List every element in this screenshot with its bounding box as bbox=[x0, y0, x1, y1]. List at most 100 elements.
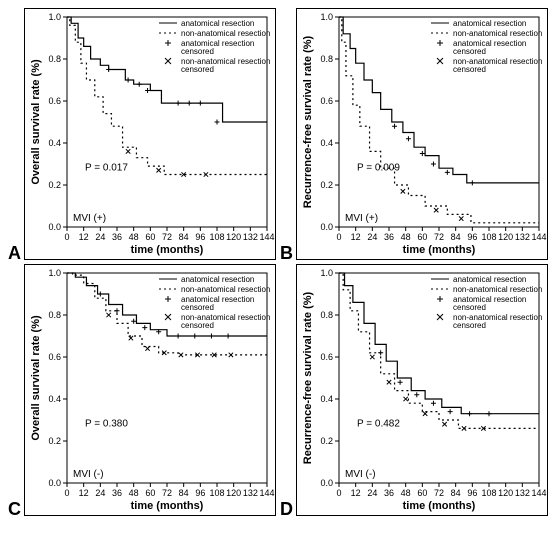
x-tick-label: 108 bbox=[209, 488, 224, 498]
x-tick-label: 144 bbox=[259, 232, 274, 242]
x-tick-label: 108 bbox=[481, 232, 496, 242]
legend-swatch-plus bbox=[165, 296, 171, 302]
censored-anatomical bbox=[378, 350, 491, 416]
mvi-text: MVI (+) bbox=[73, 213, 106, 224]
x-tick-label: 60 bbox=[145, 232, 155, 242]
x-axis-label: time (months) bbox=[403, 244, 476, 256]
x-tick-label: 12 bbox=[79, 488, 89, 498]
y-tick-label: 0.6 bbox=[320, 352, 333, 362]
x-axis-label: time (months) bbox=[131, 500, 204, 512]
legend-swatch-x bbox=[437, 58, 443, 64]
legend-label: anatomical resection bbox=[453, 19, 526, 28]
x-tick-label: 24 bbox=[367, 232, 377, 242]
y-axis-label: Recurrence-free survival rate (%) bbox=[302, 291, 314, 464]
y-tick-label: 0.2 bbox=[320, 180, 333, 190]
panel-label-d: D bbox=[280, 499, 293, 520]
x-tick-label: 96 bbox=[195, 488, 205, 498]
legend-label: censored bbox=[453, 321, 486, 330]
legend-swatch-plus bbox=[437, 296, 443, 302]
y-tick-label: 0.6 bbox=[320, 96, 333, 106]
y-tick-label: 0.0 bbox=[48, 478, 61, 488]
x-tick-label: 84 bbox=[179, 232, 189, 242]
x-tick-label: 0 bbox=[336, 488, 341, 498]
y-axis-label: Recurrence-free survival rate (%) bbox=[302, 35, 314, 208]
x-tick-label: 72 bbox=[162, 488, 172, 498]
x-tick-label: 12 bbox=[351, 232, 361, 242]
x-tick-label: 144 bbox=[259, 488, 274, 498]
y-tick-label: 1.0 bbox=[48, 12, 61, 22]
legend-label: censored bbox=[453, 303, 486, 312]
legend-label: anatomical resection bbox=[181, 275, 254, 284]
y-tick-label: 0.0 bbox=[320, 478, 333, 488]
x-tick-label: 48 bbox=[401, 232, 411, 242]
plot-area bbox=[339, 17, 539, 227]
y-tick-label: 1.0 bbox=[320, 268, 333, 278]
x-tick-label: 120 bbox=[498, 232, 513, 242]
x-tick-label: 132 bbox=[243, 232, 258, 242]
y-tick-label: 0.6 bbox=[48, 352, 61, 362]
x-tick-label: 72 bbox=[434, 488, 444, 498]
x-tick-label: 132 bbox=[243, 488, 258, 498]
x-tick-label: 84 bbox=[179, 488, 189, 498]
y-tick-label: 0.2 bbox=[48, 180, 61, 190]
x-tick-label: 72 bbox=[434, 232, 444, 242]
chart-frame-c: 012243648607284961081201321440.00.20.40.… bbox=[24, 264, 276, 516]
legend-label: censored bbox=[181, 303, 214, 312]
x-tick-label: 72 bbox=[162, 232, 172, 242]
legend-label: censored bbox=[181, 47, 214, 56]
p-value-text: P = 0.482 bbox=[357, 418, 400, 429]
p-value-text: P = 0.009 bbox=[357, 162, 400, 173]
x-tick-label: 84 bbox=[451, 232, 461, 242]
x-axis-label: time (months) bbox=[403, 500, 476, 512]
legend-label: censored bbox=[453, 47, 486, 56]
chart-frame-b: 012243648607284961081201321440.00.20.40.… bbox=[296, 8, 548, 260]
legend-label: censored bbox=[453, 65, 486, 74]
x-tick-label: 24 bbox=[367, 488, 377, 498]
censored-non-anatomical bbox=[126, 149, 208, 177]
x-tick-label: 96 bbox=[467, 488, 477, 498]
y-tick-label: 0.4 bbox=[48, 138, 61, 148]
plot-area bbox=[339, 273, 539, 483]
legend-swatch-plus bbox=[437, 40, 443, 46]
x-tick-label: 0 bbox=[64, 488, 69, 498]
x-tick-label: 60 bbox=[145, 488, 155, 498]
x-tick-label: 12 bbox=[79, 232, 89, 242]
x-tick-label: 120 bbox=[498, 488, 513, 498]
plot-area bbox=[67, 273, 267, 483]
legend-label: anatomical resection bbox=[181, 19, 254, 28]
x-tick-label: 60 bbox=[417, 232, 427, 242]
y-tick-label: 0.4 bbox=[320, 138, 333, 148]
mvi-text: MVI (-) bbox=[73, 469, 104, 480]
chart-frame-d: 012243648607284961081201321440.00.20.40.… bbox=[296, 264, 548, 516]
p-value-text: P = 0.017 bbox=[85, 162, 128, 173]
y-tick-label: 0.8 bbox=[320, 54, 333, 64]
legend-label: non-anatomical resection bbox=[181, 285, 270, 294]
x-tick-label: 36 bbox=[384, 232, 394, 242]
y-tick-label: 0.8 bbox=[48, 54, 61, 64]
x-tick-label: 132 bbox=[515, 232, 530, 242]
y-tick-label: 0.0 bbox=[320, 222, 333, 232]
x-tick-label: 48 bbox=[129, 232, 139, 242]
legend-label: censored bbox=[181, 321, 214, 330]
y-axis-label: Overall survival rate (%) bbox=[30, 315, 42, 441]
x-tick-label: 24 bbox=[95, 488, 105, 498]
y-tick-label: 1.0 bbox=[320, 12, 333, 22]
x-tick-label: 36 bbox=[384, 488, 394, 498]
x-tick-label: 48 bbox=[129, 488, 139, 498]
y-tick-label: 0.0 bbox=[48, 222, 61, 232]
legend-swatch-x bbox=[437, 314, 443, 320]
x-tick-label: 144 bbox=[531, 488, 546, 498]
x-tick-label: 60 bbox=[417, 488, 427, 498]
y-tick-label: 0.4 bbox=[48, 394, 61, 404]
x-tick-label: 108 bbox=[481, 488, 496, 498]
x-tick-label: 120 bbox=[226, 488, 241, 498]
x-tick-label: 0 bbox=[64, 232, 69, 242]
panel-label-c: C bbox=[8, 499, 21, 520]
x-tick-label: 48 bbox=[401, 488, 411, 498]
x-tick-label: 12 bbox=[351, 488, 361, 498]
y-tick-label: 0.4 bbox=[320, 394, 333, 404]
mvi-text: MVI (+) bbox=[345, 213, 378, 224]
panel-d: 012243648607284961081201321440.00.20.40.… bbox=[280, 264, 548, 516]
x-tick-label: 36 bbox=[112, 488, 122, 498]
panel-label-b: B bbox=[280, 243, 293, 264]
